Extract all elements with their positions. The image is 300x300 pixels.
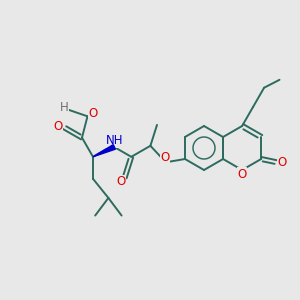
- Text: O: O: [89, 107, 98, 120]
- Text: NH: NH: [105, 134, 123, 147]
- Text: H: H: [60, 101, 69, 114]
- Text: O: O: [116, 175, 125, 188]
- Polygon shape: [93, 145, 116, 157]
- Text: O: O: [53, 120, 62, 133]
- Text: O: O: [238, 167, 247, 181]
- Text: O: O: [278, 156, 286, 169]
- Text: O: O: [160, 151, 170, 164]
